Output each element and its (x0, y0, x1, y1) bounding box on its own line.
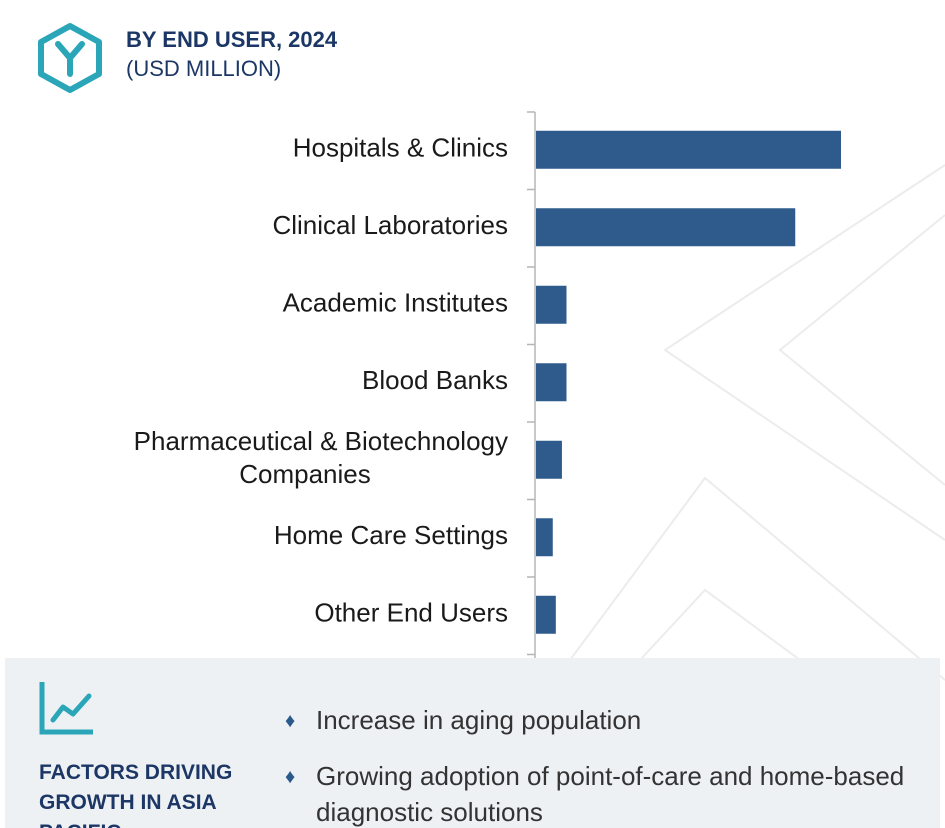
category-label: Clinical Laboratories (272, 210, 508, 240)
category-label: Pharmaceutical & Biotechnology (134, 426, 508, 456)
bar (536, 208, 796, 247)
factors-title: FACTORS DRIVING GROWTH IN ASIA PACIFIC (39, 761, 233, 828)
bar (536, 285, 567, 324)
category-label: Academic Institutes (283, 288, 508, 318)
category-label: Hospitals & Clinics (293, 133, 508, 163)
diamond-bullet-icon: ♦ (285, 710, 296, 732)
factors-panel: FACTORS DRIVING GROWTH IN ASIA PACIFIC ♦… (5, 658, 940, 828)
header: BY END USER, 2024 (USD MILLION) (126, 26, 337, 84)
chart-title: BY END USER, 2024 (126, 27, 338, 52)
bar (536, 518, 553, 557)
chart-subtitle: (USD MILLION) (126, 56, 282, 81)
factor-text: Growing adoption of point-of-care and ho… (316, 761, 905, 827)
bar (536, 595, 556, 634)
factor-text: Increase in aging population (316, 705, 642, 735)
category-label: Companies (239, 459, 371, 489)
hexagon-y-logo-icon (38, 23, 102, 93)
bar (536, 130, 841, 169)
factors-list: ♦ Increase in aging population ♦ Growing… (285, 702, 925, 828)
category-label: Other End Users (314, 598, 508, 628)
factor-item: ♦ Growing adoption of point-of-care and … (285, 758, 925, 828)
bar (536, 363, 567, 402)
diamond-bullet-icon: ♦ (285, 766, 296, 788)
trend-line-chart-icon (39, 682, 93, 735)
category-label: Blood Banks (362, 365, 508, 395)
bar-chart: Hospitals & Clinics Clinical Laboratories… (134, 111, 841, 660)
factor-item: ♦ Increase in aging population (285, 702, 925, 738)
bar (536, 440, 562, 479)
category-label: Home Care Settings (274, 520, 508, 550)
